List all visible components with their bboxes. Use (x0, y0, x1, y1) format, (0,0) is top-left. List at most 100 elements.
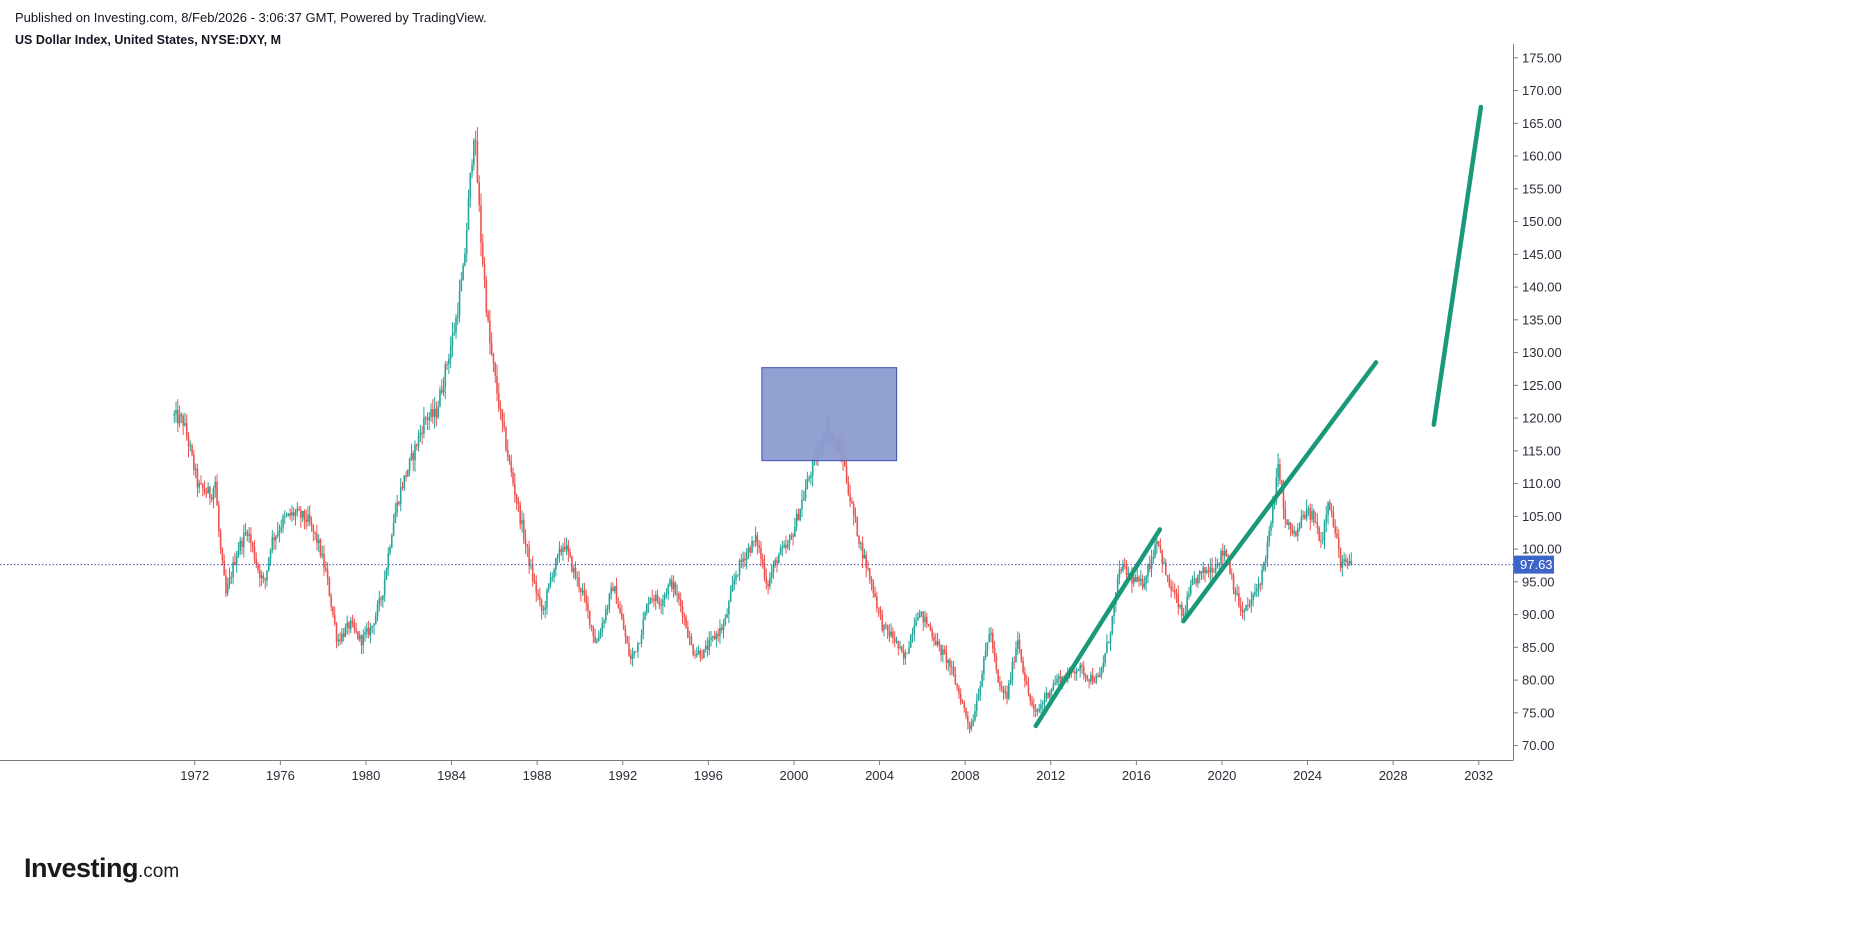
candle (1220, 548, 1222, 571)
candle (1027, 676, 1030, 697)
candle (1236, 584, 1238, 597)
candle (799, 508, 801, 522)
candle (1004, 685, 1007, 699)
candle (366, 622, 368, 639)
candle (1341, 555, 1344, 577)
time-tick-label: 2020 (1207, 768, 1236, 783)
candle (867, 560, 869, 572)
candle (934, 633, 937, 646)
trend-line[interactable] (1033, 527, 1163, 729)
candle (692, 643, 694, 657)
trend-line[interactable] (1431, 104, 1484, 427)
candle (942, 644, 944, 663)
candle (961, 699, 964, 704)
candle (683, 612, 686, 626)
candle (587, 596, 589, 619)
candle (549, 571, 552, 588)
candle (993, 640, 996, 663)
candle (316, 524, 318, 551)
candle (621, 604, 623, 621)
candle (433, 396, 436, 429)
candle (432, 399, 434, 424)
candle (597, 630, 600, 642)
candle (439, 386, 441, 408)
candle (351, 614, 354, 628)
candle (474, 130, 477, 156)
candle (330, 592, 332, 612)
candle (1252, 592, 1254, 607)
candle (1188, 586, 1190, 600)
candle (567, 539, 570, 563)
candle (811, 457, 814, 487)
candle (392, 513, 395, 537)
candle (861, 536, 864, 569)
candle (310, 516, 313, 532)
trend-line[interactable] (1181, 360, 1379, 624)
candle (795, 509, 798, 532)
candle (1302, 510, 1304, 520)
candle (362, 629, 365, 654)
candle (308, 505, 311, 527)
price-tick-label: 170.00 (1522, 83, 1562, 98)
time-axis[interactable]: 1972 1976 1980 1984 1988 1992 1996 2000 2004 2008… (0, 760, 1514, 783)
candle (226, 577, 229, 597)
candle (790, 532, 793, 541)
candle (1191, 575, 1194, 586)
candle (383, 570, 386, 602)
candle (563, 537, 566, 553)
candle (508, 454, 511, 465)
candle (617, 597, 620, 609)
candle (1088, 678, 1090, 689)
candle (950, 660, 953, 676)
candle (927, 623, 930, 627)
candle (373, 622, 375, 635)
candle (1009, 672, 1012, 686)
candle (1090, 671, 1092, 685)
price-tick-label: 130.00 (1522, 345, 1562, 360)
candle (376, 600, 379, 622)
candle (728, 599, 730, 624)
candle (715, 631, 718, 648)
candle (1320, 532, 1322, 549)
highlight-rectangle[interactable] (761, 367, 898, 462)
candle (444, 361, 447, 400)
candle (1150, 549, 1153, 578)
candle (496, 364, 498, 402)
candle (628, 636, 630, 658)
candle (521, 510, 523, 533)
candle (1270, 520, 1272, 537)
candle (897, 640, 900, 656)
candle (970, 718, 973, 732)
candle (588, 610, 591, 630)
candle (913, 617, 916, 642)
candle (385, 567, 388, 581)
candle (601, 616, 604, 638)
candle (505, 425, 507, 453)
candle (615, 577, 618, 604)
candle (754, 526, 757, 547)
candle (1248, 599, 1251, 609)
candle (1123, 557, 1126, 570)
price-axis[interactable]: 175.00 170.00 165.00 160.00 155.00 150.00 145.… (1513, 44, 1562, 760)
candle (285, 512, 288, 518)
candle (763, 555, 766, 582)
candle (594, 628, 596, 644)
candle (353, 618, 356, 634)
price-tick-label: 115.00 (1522, 443, 1561, 458)
price-tick-label: 160.00 (1522, 149, 1562, 164)
candle (1166, 574, 1169, 583)
candle (246, 529, 249, 542)
current-price-label: 97.63 (1520, 557, 1553, 572)
candle (1350, 552, 1353, 566)
candle (1036, 708, 1039, 717)
candle (605, 605, 607, 624)
candle (1195, 577, 1197, 587)
candle (1343, 552, 1345, 566)
candle (1289, 522, 1292, 537)
candle (1264, 555, 1267, 572)
candle (255, 552, 258, 568)
candle (760, 541, 762, 567)
candle (490, 332, 493, 357)
candle (1018, 633, 1021, 654)
